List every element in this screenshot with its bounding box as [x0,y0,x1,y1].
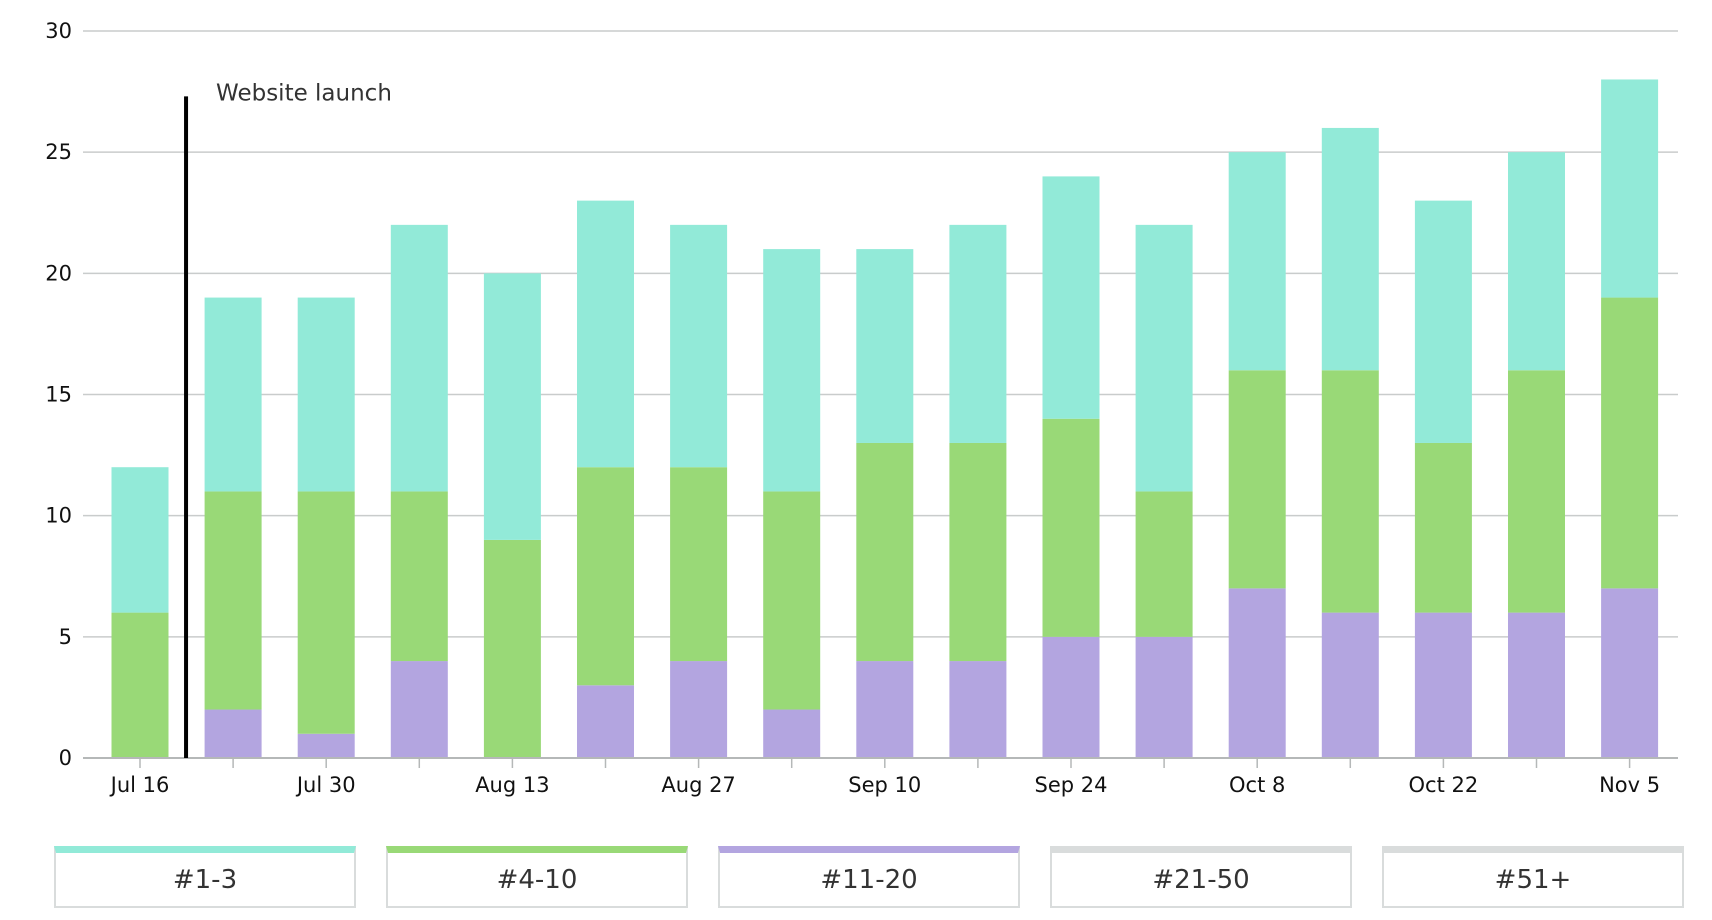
legend-item-label: #21-50 [1152,864,1250,895]
bar-segment [1135,636,1193,758]
bar-segment [949,224,1007,443]
bar-segment [1228,588,1286,758]
legend-item-label: #1-3 [172,864,238,895]
bar-segment [1228,152,1286,371]
bar-segment [483,539,541,758]
bars-layer [111,79,1659,758]
legend-item[interactable]: #4-10 [386,846,688,908]
bar-segment [1228,370,1286,589]
legend-item[interactable]: #51+ [1382,846,1684,908]
stacked-bar-chart: 0 5 10 15 20 25 30 Jul 16 Jul 30 Aug 13 Aug 27 Sep … [45,19,1678,797]
legend-item[interactable]: #1-3 [54,846,356,908]
bar-segment [670,467,728,662]
bar-segment [1414,612,1472,758]
y-tick-label: 25 [45,140,72,164]
legend-item[interactable]: #21-50 [1050,846,1352,908]
y-tick-label: 20 [45,261,72,285]
x-tick-label: Sep 10 [848,773,921,797]
bar-segment [1508,370,1565,613]
bar-segment [1508,612,1565,758]
bar-segment [1042,176,1100,419]
bar-segment [1321,370,1379,613]
x-tick-label: Oct 8 [1229,773,1285,797]
bar-segment [297,491,355,734]
x-tick-label: Jul 30 [295,773,356,797]
x-tick-label: Oct 22 [1409,773,1479,797]
bar-segment [390,491,448,662]
legend-item-label: #4-10 [496,864,578,895]
bar-segment [577,685,634,758]
bar-segment [1042,636,1100,758]
bar-segment [577,200,634,468]
bar-segment [297,733,355,758]
bar-segment [670,224,728,468]
bar-segment [856,661,914,758]
y-tick-label: 30 [45,19,72,43]
bar-segment [1321,612,1379,758]
bar-segment [577,467,634,686]
bar-segment [297,297,355,492]
y-tick-label: 0 [59,746,72,770]
bar-segment [204,709,262,758]
bar-segment [1508,152,1565,371]
x-tick-label: Aug 27 [661,773,735,797]
bar-segment [856,442,914,662]
bar-segment [1601,79,1659,298]
bar-segment [204,297,262,492]
x-tick-label: Jul 16 [109,773,170,797]
bar-segment [670,661,728,758]
legend: #1-3 #4-10 #11-20 #21-50 #51+ [0,840,1712,920]
bar-segment [763,491,821,710]
bar-segment [204,491,262,710]
bar-segment [111,467,169,613]
bar-segment [949,661,1007,758]
axis-layer: 0 5 10 15 20 25 30 Jul 16 Jul 30 Aug 13 Aug 27 Sep … [45,19,1678,797]
bar-segment [1414,442,1472,613]
bar-segment [949,442,1007,662]
bar-segment [856,249,914,443]
bar-segment [1135,224,1193,492]
annotation-layer: Website launch [184,80,392,758]
chart-area: 0 5 10 15 20 25 30 Jul 16 Jul 30 Aug 13 Aug 27 Sep … [45,19,1678,797]
bar-segment [1601,588,1659,758]
bar-segment [390,661,448,758]
website-launch-label: Website launch [216,80,392,106]
bar-segment [763,249,821,492]
bar-segment [111,612,169,758]
x-tick-label: Nov 5 [1599,773,1660,797]
bar-segment [1042,418,1100,637]
bar-segment [1414,200,1472,443]
legend-item-label: #11-20 [820,864,918,895]
bar-segment [1135,491,1193,637]
bar-segment [763,709,821,758]
bar-segment [1601,297,1659,589]
bar-segment [483,273,541,540]
legend-item[interactable]: #11-20 [718,846,1020,908]
x-tick-label: Sep 24 [1035,773,1108,797]
legend-item-label: #51+ [1494,864,1572,895]
bar-segment [390,224,448,492]
y-tick-label: 5 [59,625,72,649]
bar-segment [1321,127,1379,371]
x-tick-label: Aug 13 [475,773,549,797]
y-tick-label: 15 [45,383,72,407]
y-tick-label: 10 [45,504,72,528]
